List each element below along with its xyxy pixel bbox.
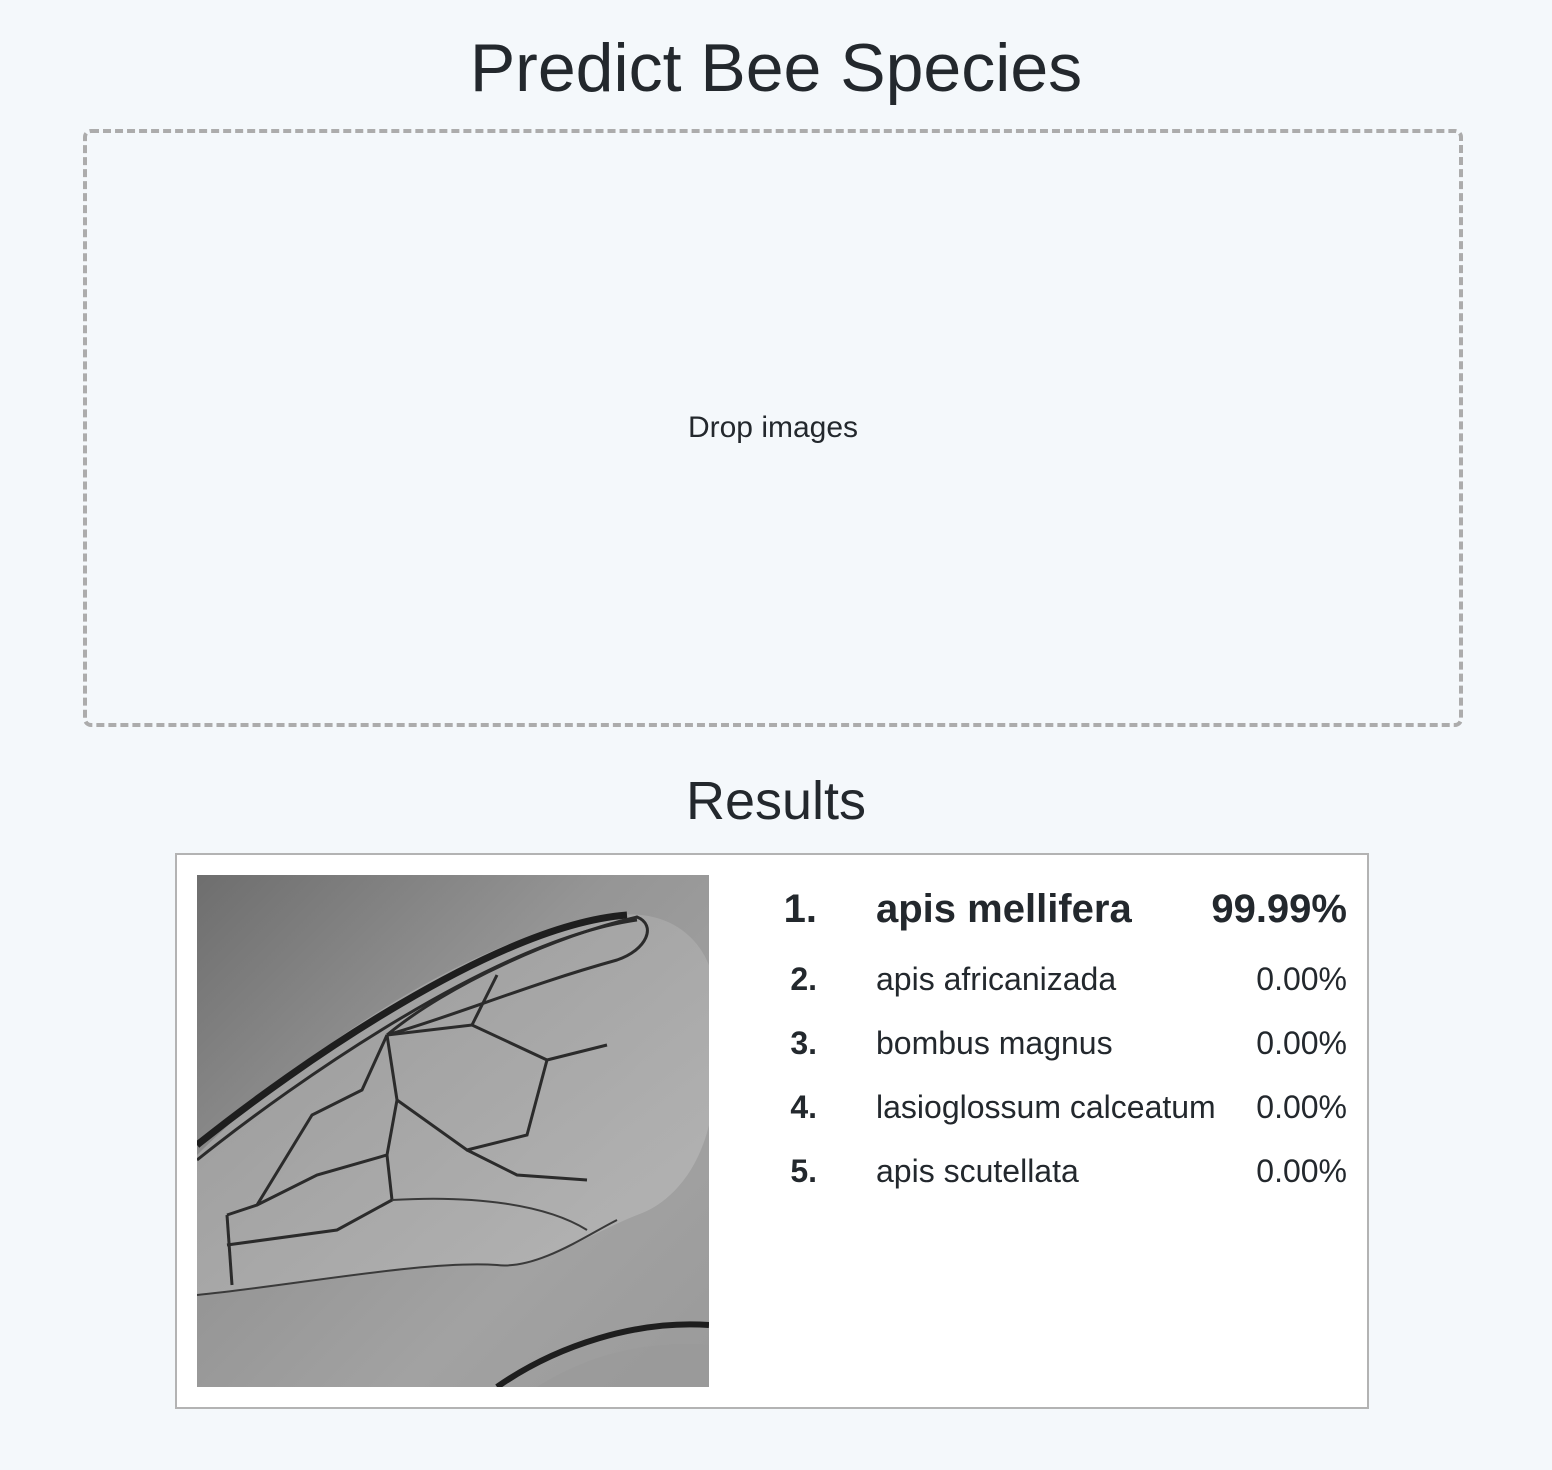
prediction-row: 1. apis mellifera 99.99% [777,877,1349,947]
image-dropzone[interactable]: Drop images [83,129,1463,727]
page-title: Predict Bee Species [469,30,1083,106]
prediction-species: lasioglossum calceatum [876,1089,1216,1125]
results-title: Results [685,771,867,831]
prediction-rank: 5. [790,1153,817,1189]
prediction-species: apis africanizada [876,961,1117,997]
prediction-probability: 0.00% [1256,961,1347,997]
prediction-rank: 4. [790,1089,817,1125]
prediction-species: apis mellifera [876,887,1132,931]
prediction-species: apis scutellata [876,1153,1079,1189]
dropzone-label: Drop images [687,411,859,444]
bee-wing-image [197,875,709,1387]
prediction-probability: 0.00% [1256,1089,1347,1125]
prediction-probability: 0.00% [1256,1153,1347,1189]
prediction-rank: 3. [790,1025,817,1061]
prediction-row: 4. lasioglossum calceatum 0.00% [777,1075,1349,1139]
prediction-probability: 0.00% [1256,1025,1347,1061]
prediction-species: bombus magnus [876,1025,1113,1061]
prediction-probability: 99.99% [1211,887,1347,931]
prediction-rank: 2. [790,961,817,997]
prediction-row: 3. bombus magnus 0.00% [777,1011,1349,1075]
prediction-row: 5. apis scutellata 0.00% [777,1139,1349,1203]
prediction-list: 1. apis mellifera 99.99% 2. apis african… [777,877,1349,1203]
result-card: 1. apis mellifera 99.99% 2. apis african… [175,853,1369,1409]
prediction-rank: 1. [783,887,817,931]
prediction-row: 2. apis africanizada 0.00% [777,947,1349,1011]
